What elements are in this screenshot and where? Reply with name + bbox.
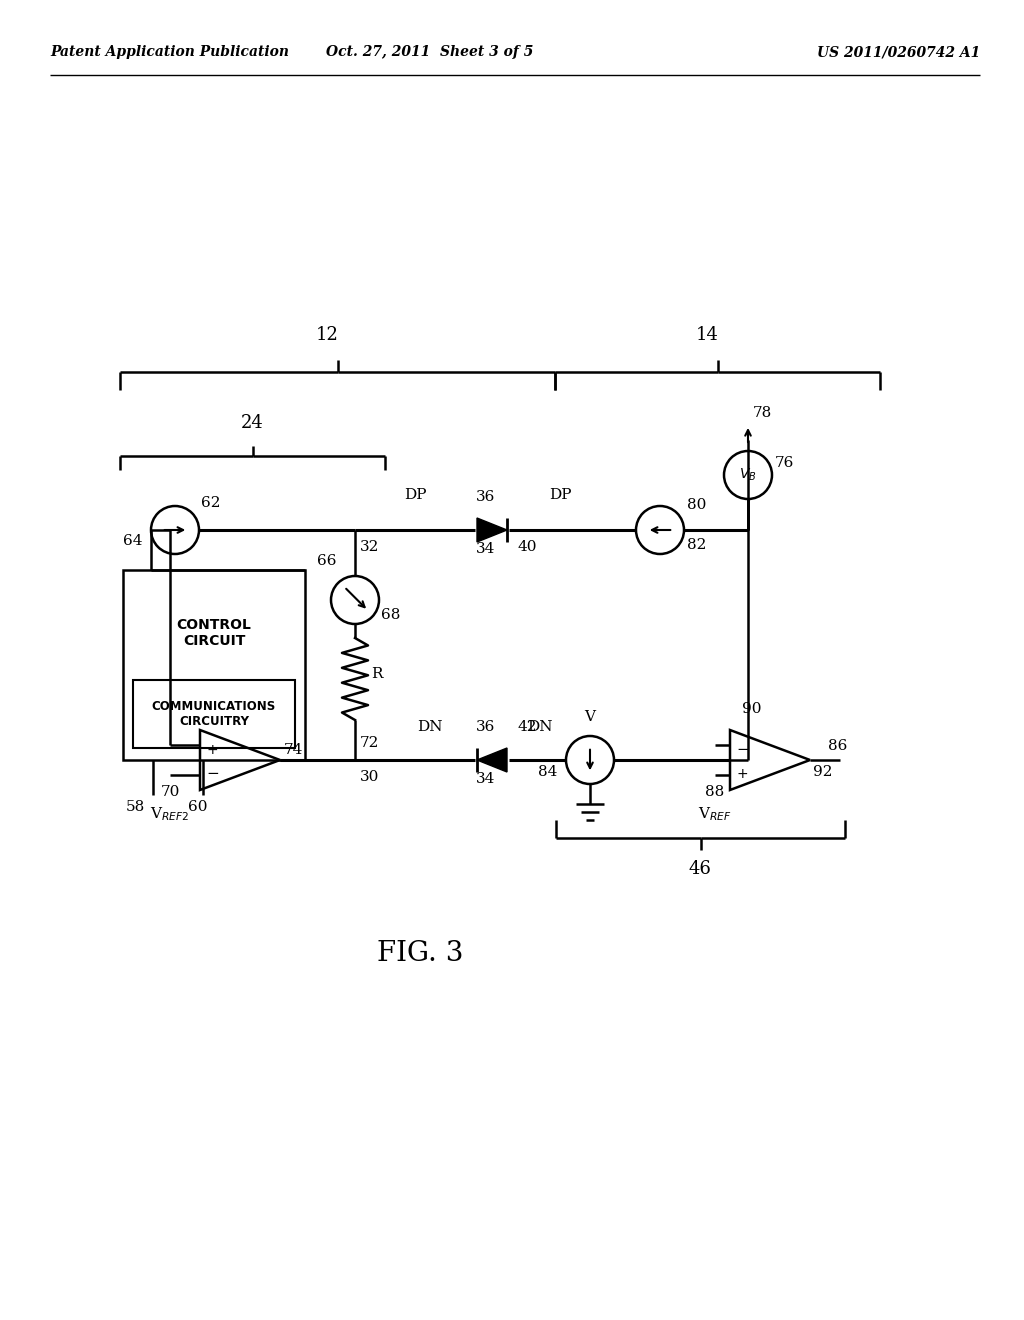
- Text: 72: 72: [360, 737, 379, 750]
- Bar: [133, 680, 295, 748]
- Text: DP: DP: [549, 488, 571, 502]
- Text: 34: 34: [476, 772, 496, 785]
- Text: 36: 36: [476, 719, 496, 734]
- Text: +: +: [736, 767, 748, 781]
- Text: 66: 66: [317, 554, 337, 568]
- Text: Patent Application Publication: Patent Application Publication: [50, 45, 289, 59]
- Text: 84: 84: [538, 766, 557, 779]
- Text: V$_{REF}$: V$_{REF}$: [698, 805, 732, 822]
- Text: DP: DP: [403, 488, 426, 502]
- Text: 60: 60: [188, 800, 208, 814]
- Text: 34: 34: [476, 543, 496, 556]
- Text: 24: 24: [241, 414, 263, 432]
- Text: DN: DN: [527, 719, 553, 734]
- Text: 80: 80: [687, 498, 707, 512]
- Bar: [123, 570, 305, 760]
- Text: DN: DN: [417, 719, 442, 734]
- Text: 78: 78: [753, 407, 772, 420]
- Text: 62: 62: [201, 496, 220, 510]
- Text: 46: 46: [688, 861, 712, 878]
- Text: 82: 82: [687, 539, 707, 552]
- Text: 12: 12: [315, 326, 339, 345]
- Text: +: +: [206, 743, 218, 756]
- Text: 92: 92: [813, 766, 833, 779]
- Text: 14: 14: [695, 326, 719, 345]
- Text: 90: 90: [742, 702, 762, 715]
- Text: CONTROL
CIRCUIT: CONTROL CIRCUIT: [176, 618, 252, 648]
- Text: V$_{REF2}$: V$_{REF2}$: [151, 805, 189, 822]
- Text: 86: 86: [828, 739, 848, 752]
- Text: 30: 30: [360, 770, 379, 784]
- Text: $V_B$: $V_B$: [739, 467, 757, 483]
- Text: 68: 68: [381, 609, 400, 622]
- Text: −: −: [736, 742, 749, 758]
- Text: Oct. 27, 2011  Sheet 3 of 5: Oct. 27, 2011 Sheet 3 of 5: [327, 45, 534, 59]
- Text: 32: 32: [360, 540, 379, 554]
- Text: R: R: [371, 667, 383, 681]
- Text: 42: 42: [517, 719, 537, 734]
- Text: US 2011/0260742 A1: US 2011/0260742 A1: [817, 45, 980, 59]
- Text: 58: 58: [125, 800, 144, 814]
- Text: V: V: [585, 710, 596, 723]
- Text: 76: 76: [775, 455, 795, 470]
- Text: 36: 36: [476, 490, 496, 504]
- Polygon shape: [477, 517, 507, 543]
- Text: 40: 40: [517, 540, 537, 554]
- Text: 74: 74: [284, 743, 303, 756]
- Text: 88: 88: [706, 785, 725, 799]
- Text: 70: 70: [161, 785, 179, 799]
- Text: COMMUNICATIONS
CIRCUITRY: COMMUNICATIONS CIRCUITRY: [152, 700, 276, 729]
- Text: FIG. 3: FIG. 3: [377, 940, 463, 968]
- Text: 64: 64: [123, 535, 142, 548]
- Text: −: −: [206, 767, 219, 781]
- Polygon shape: [477, 748, 507, 772]
